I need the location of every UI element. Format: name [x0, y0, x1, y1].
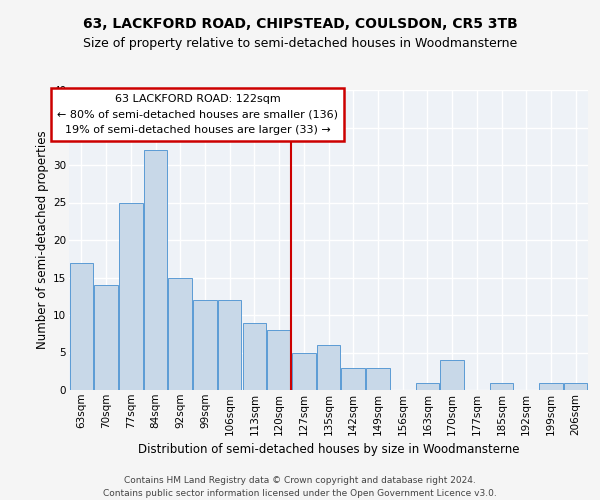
- Bar: [169, 278, 192, 390]
- Bar: [440, 360, 464, 390]
- Bar: [70, 262, 93, 390]
- Text: 63 LACKFORD ROAD: 122sqm
← 80% of semi-detached houses are smaller (136)
19% of : 63 LACKFORD ROAD: 122sqm ← 80% of semi-d…: [57, 94, 338, 135]
- Text: Contains HM Land Registry data © Crown copyright and database right 2024.
Contai: Contains HM Land Registry data © Crown c…: [103, 476, 497, 498]
- Bar: [366, 368, 389, 390]
- Bar: [490, 382, 513, 390]
- Bar: [564, 382, 587, 390]
- Bar: [292, 352, 316, 390]
- Text: 63, LACKFORD ROAD, CHIPSTEAD, COULSDON, CR5 3TB: 63, LACKFORD ROAD, CHIPSTEAD, COULSDON, …: [83, 18, 517, 32]
- Y-axis label: Number of semi-detached properties: Number of semi-detached properties: [36, 130, 49, 350]
- Bar: [242, 322, 266, 390]
- Bar: [268, 330, 291, 390]
- Bar: [193, 300, 217, 390]
- Bar: [317, 345, 340, 390]
- Bar: [539, 382, 563, 390]
- Bar: [119, 202, 143, 390]
- Bar: [144, 150, 167, 390]
- X-axis label: Distribution of semi-detached houses by size in Woodmansterne: Distribution of semi-detached houses by …: [138, 443, 519, 456]
- Bar: [416, 382, 439, 390]
- Bar: [218, 300, 241, 390]
- Text: Size of property relative to semi-detached houses in Woodmansterne: Size of property relative to semi-detach…: [83, 38, 517, 51]
- Bar: [94, 285, 118, 390]
- Bar: [341, 368, 365, 390]
